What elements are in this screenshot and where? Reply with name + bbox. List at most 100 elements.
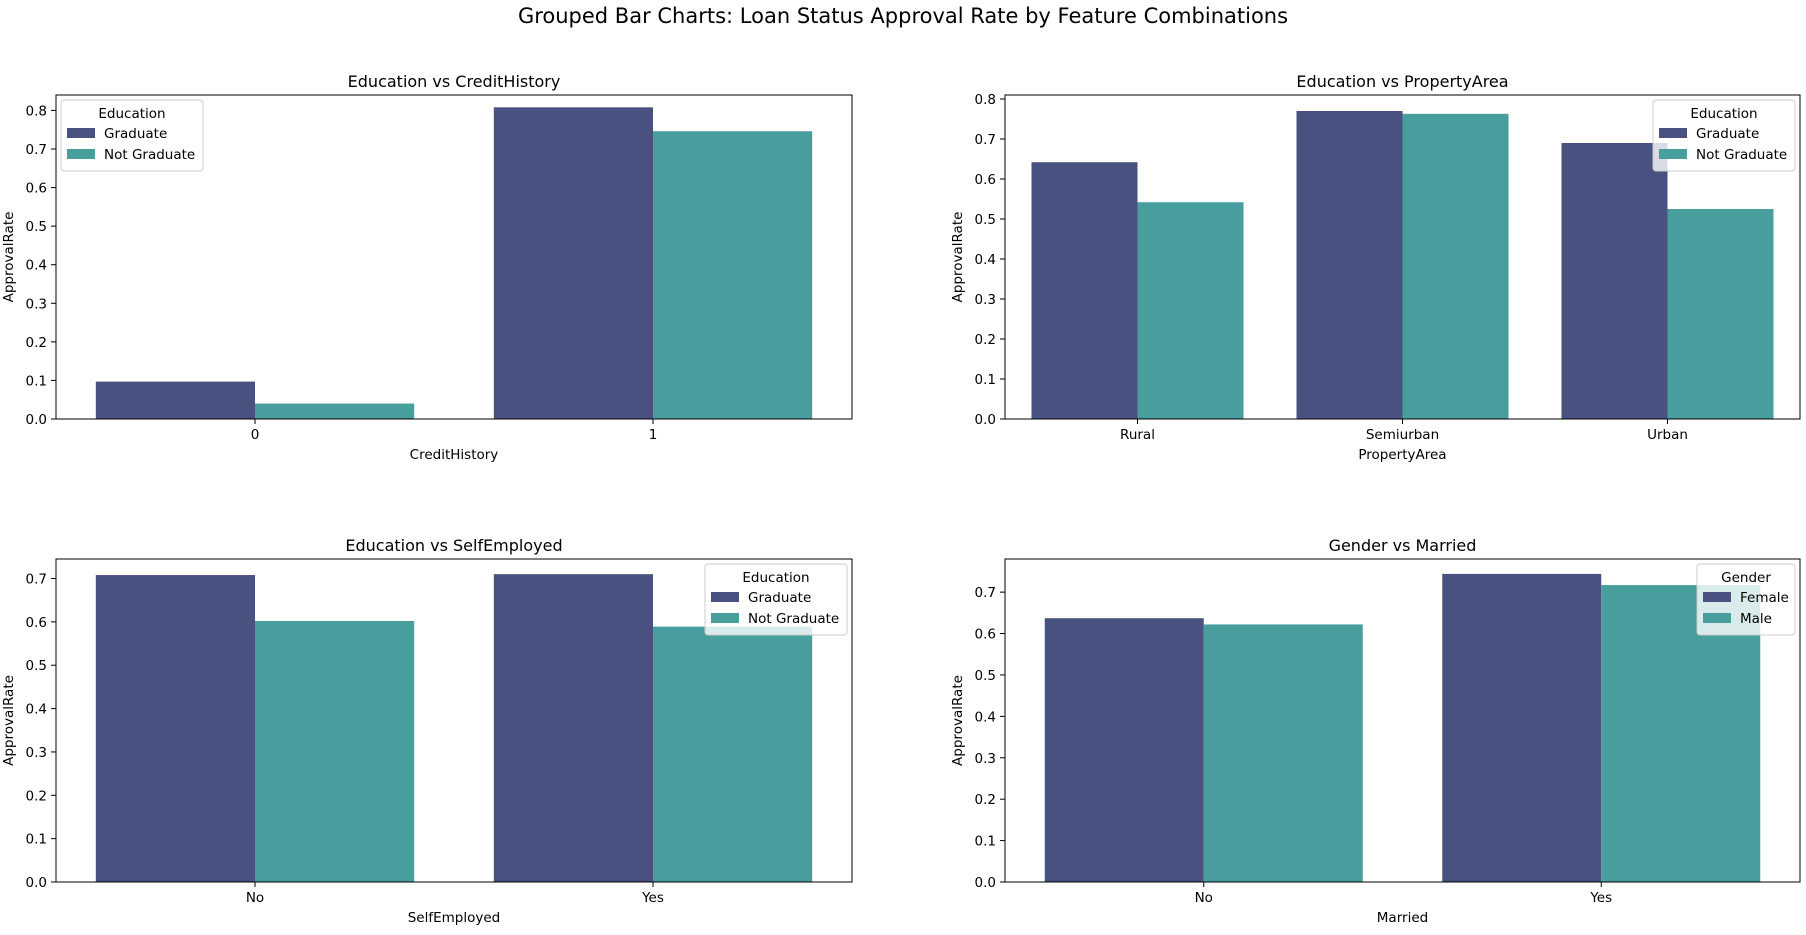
- chart-title: Gender vs Married: [1329, 536, 1477, 555]
- chart-title: Education vs SelfEmployed: [345, 536, 562, 555]
- legend-title: Education: [98, 106, 165, 122]
- legend-swatch: [711, 592, 739, 602]
- legend-box: [1652, 99, 1796, 172]
- legend-label: Graduate: [104, 126, 167, 142]
- x-tick-label: 0: [251, 427, 260, 443]
- legend-swatch: [1703, 613, 1731, 623]
- y-tick-label: 0.6: [975, 627, 996, 643]
- y-tick-label: 0.4: [975, 252, 996, 268]
- legend-title: Education: [1690, 106, 1757, 122]
- y-tick-label: 0.6: [26, 181, 47, 197]
- x-tick-label: 1: [649, 427, 658, 443]
- bar-not-graduate-1: [653, 131, 813, 419]
- y-tick-label: 0.3: [26, 296, 47, 312]
- y-tick-label: 0.3: [975, 292, 996, 308]
- legend-label: Graduate: [1696, 126, 1759, 142]
- y-tick-label: 0.0: [975, 412, 996, 428]
- legend-box: [704, 563, 848, 636]
- y-tick-label: 0.1: [26, 832, 47, 848]
- legend-swatch: [1703, 592, 1731, 602]
- bar-not-graduate-urban: [1667, 209, 1774, 419]
- figure-title: Grouped Bar Charts: Loan Status Approval…: [517, 4, 1289, 28]
- bar-graduate-0: [95, 381, 255, 419]
- x-axis-label: SelfEmployed: [408, 910, 501, 926]
- y-tick-label: 0.7: [26, 572, 47, 588]
- legend-label: Not Graduate: [748, 611, 839, 627]
- x-axis-label: CreditHistory: [410, 447, 499, 463]
- y-tick-label: 0.0: [26, 875, 47, 891]
- chart-panel-2: Education vs PropertyArea 0.0 0.1 0.2 0.3 0.4…: [950, 72, 1801, 463]
- legend-label: Not Graduate: [1696, 147, 1787, 163]
- y-tick-label: 0.7: [975, 132, 996, 148]
- bar-male-no: [1203, 624, 1363, 882]
- legend-box: [60, 99, 204, 172]
- axes-frame: [55, 94, 853, 420]
- chart-panel-4: Gender vs Married 0.0 0.1 0.2 0.3 0.4 0.5 0.6 0.…: [950, 536, 1801, 926]
- y-tick-label: 0.7: [26, 142, 47, 158]
- legend-swatch: [1659, 128, 1687, 138]
- x-tick-label: Semiurban: [1366, 427, 1439, 443]
- y-tick-label: 0.7: [975, 585, 996, 601]
- legend-label: Female: [1740, 590, 1789, 606]
- y-axis-label: ApprovalRate: [950, 675, 966, 766]
- y-tick-label: 0.1: [975, 372, 996, 388]
- bar-not-graduate-rural: [1137, 202, 1244, 419]
- x-tick-label: Yes: [1589, 890, 1612, 906]
- chart-panel-3: Education vs SelfEmployed 0.0 0.1 0.2 0.3 0.4…: [1, 536, 853, 926]
- y-tick-label: 0.5: [975, 668, 996, 684]
- legend-swatch: [1659, 149, 1687, 159]
- y-tick-label: 0.2: [26, 788, 47, 804]
- x-tick-label: Rural: [1120, 427, 1155, 443]
- bar-not-graduate-0: [255, 403, 415, 419]
- y-tick-label: 0.4: [975, 709, 996, 725]
- x-tick-label: Urban: [1647, 427, 1688, 443]
- y-axis-label: ApprovalRate: [1, 675, 17, 766]
- legend: Education Graduate Not Graduate: [1652, 99, 1796, 172]
- y-tick-label: 0.8: [26, 103, 47, 119]
- y-axis-label: ApprovalRate: [950, 212, 966, 303]
- y-tick-label: 0.4: [26, 702, 47, 718]
- legend: Gender Female Male: [1696, 563, 1796, 636]
- bar-female-no: [1044, 618, 1204, 882]
- y-tick-label: 0.4: [26, 258, 47, 274]
- y-tick-label: 0.1: [975, 834, 996, 850]
- bar-graduate-no: [95, 575, 255, 882]
- bar-graduate-1: [493, 107, 653, 419]
- legend-title: Education: [742, 570, 809, 586]
- legend: Education Graduate Not Graduate: [60, 99, 204, 172]
- x-tick-label: No: [246, 890, 264, 906]
- y-tick-label: 0.3: [975, 751, 996, 767]
- y-tick-label: 0.2: [975, 792, 996, 808]
- y-tick-label: 0.8: [975, 92, 996, 108]
- legend-label: Male: [1740, 611, 1772, 627]
- x-axis-label: PropertyArea: [1358, 447, 1446, 463]
- y-tick-label: 0.0: [975, 875, 996, 891]
- x-tick-label: No: [1195, 890, 1213, 906]
- x-tick-label: Yes: [641, 890, 664, 906]
- axes-frame: [1004, 558, 1801, 883]
- bar-graduate-urban: [1561, 143, 1668, 419]
- y-tick-label: 0.6: [26, 615, 47, 631]
- legend-swatch: [67, 149, 95, 159]
- y-tick-label: 0.5: [26, 219, 47, 235]
- y-tick-label: 0.1: [26, 373, 47, 389]
- bar-not-graduate-semiurban: [1402, 113, 1509, 420]
- chart-panel-1: Education vs CreditHistory 0.0 0.1 0.2 0.3 0.…: [1, 72, 853, 463]
- legend-swatch: [711, 613, 739, 623]
- y-tick-label: 0.5: [26, 658, 47, 674]
- x-axis-label: Married: [1377, 910, 1428, 926]
- y-axis-label: ApprovalRate: [1, 212, 17, 303]
- y-tick-label: 0.0: [26, 412, 47, 428]
- legend-swatch: [67, 128, 95, 138]
- y-tick-label: 0.6: [975, 172, 996, 188]
- bar-graduate-yes: [493, 574, 653, 882]
- legend: Education Graduate Not Graduate: [704, 563, 848, 636]
- bar-female-yes: [1442, 573, 1602, 882]
- y-tick-label: 0.5: [975, 212, 996, 228]
- chart-title: Education vs PropertyArea: [1296, 72, 1508, 91]
- bar-not-graduate-no: [255, 620, 415, 882]
- bar-graduate-semiurban: [1296, 111, 1403, 419]
- chart-title: Education vs CreditHistory: [348, 72, 561, 91]
